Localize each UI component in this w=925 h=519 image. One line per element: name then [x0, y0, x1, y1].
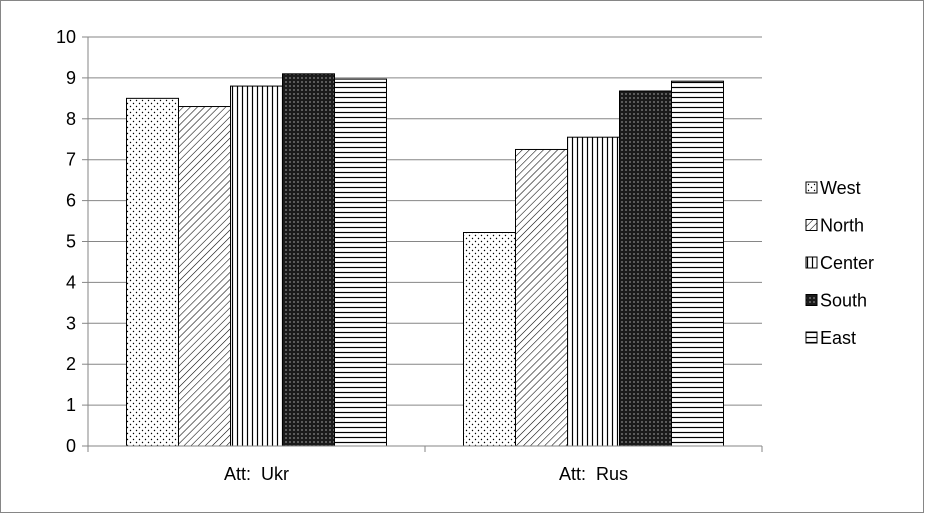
y-tick-label: 7	[66, 150, 76, 170]
legend-label-east: East	[820, 328, 856, 348]
legend-label-west: West	[820, 178, 861, 198]
legend: West North Center South East	[805, 178, 874, 348]
y-tick-label: 10	[56, 27, 76, 47]
y-tick-label: 4	[66, 272, 76, 292]
legend-swatch-south	[805, 294, 818, 306]
y-tick-label: 3	[66, 313, 76, 333]
bar-east-1	[334, 78, 387, 447]
y-tick-label: 5	[66, 232, 76, 252]
x-category-label: Att: Ukr	[224, 464, 289, 484]
bar-center-1	[230, 85, 283, 447]
legend-label-south: South	[820, 291, 867, 311]
y-tick-label: 0	[66, 436, 76, 456]
legend-swatch-west	[805, 181, 818, 194]
axes: 0 1 2 3 4 5 6 7 8 9 10 Att: Ukr Att: Rus	[56, 27, 763, 484]
bar-west-2	[463, 232, 516, 447]
y-tick-label: 9	[66, 68, 76, 88]
y-tick-label: 2	[66, 354, 76, 374]
y-tick-label: 8	[66, 109, 76, 129]
bar-east-2	[671, 80, 724, 447]
legend-swatch-north	[805, 219, 818, 231]
x-category-label: Att: Rus	[559, 464, 628, 484]
bar-north-2	[515, 148, 568, 447]
bar-center-2	[567, 136, 620, 447]
legend-label-north: North	[820, 216, 864, 236]
legend-swatch-east	[805, 331, 818, 344]
bar-west-1	[126, 97, 179, 447]
bar-south-2	[619, 90, 672, 447]
legend-label-center: Center	[820, 253, 874, 273]
bar-south-1	[282, 73, 335, 447]
y-tick-label: 1	[66, 395, 76, 415]
legend-swatch-center	[805, 256, 818, 269]
bar-north-1	[178, 106, 231, 447]
y-tick-label: 6	[66, 191, 76, 211]
